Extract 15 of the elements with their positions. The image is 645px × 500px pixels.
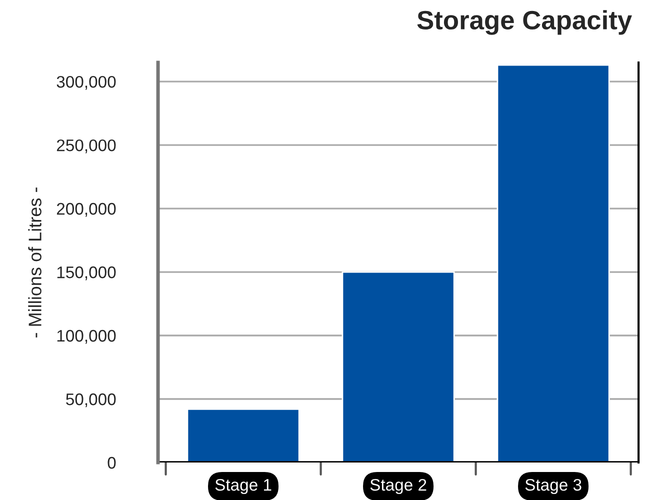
x-tick-label: Stage 1 <box>215 478 272 494</box>
x-tick-label: Stage 2 <box>370 478 426 494</box>
y-tick-label: 100,000 <box>57 330 116 344</box>
y-tick-label: 200,000 <box>56 202 116 217</box>
y-tick-label: 150,000 <box>57 266 116 280</box>
y-tick-label: 300,000 <box>56 76 116 90</box>
bar <box>496 64 610 462</box>
y-tick-label: 250,000 <box>56 139 116 154</box>
bar <box>186 408 300 462</box>
x-tick-label: Stage 3 <box>525 478 582 494</box>
y-tick-label: 50,000 <box>66 393 116 408</box>
y-axis-title: - Millions of Litres - <box>28 188 42 338</box>
y-tick-label: 0 <box>108 456 116 469</box>
chart-title: Storage Capacity <box>417 10 632 35</box>
bar <box>342 271 455 462</box>
